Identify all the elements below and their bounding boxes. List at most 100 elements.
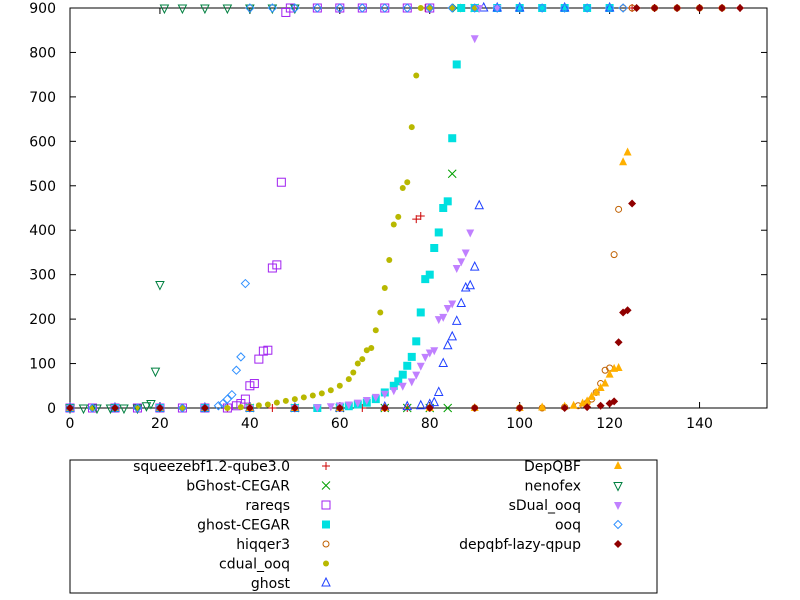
- data-point: [456, 297, 467, 308]
- data-point: [240, 394, 250, 404]
- data-point: [442, 339, 453, 350]
- series-3: [66, 4, 614, 412]
- data-point: [66, 404, 74, 412]
- data-point: [605, 369, 614, 378]
- data-point: [417, 5, 424, 11]
- data-point: [614, 338, 623, 347]
- data-point: [583, 396, 592, 405]
- data-points: [65, 1, 745, 415]
- y-tick-label: 200: [29, 312, 56, 328]
- data-point: [110, 404, 119, 412]
- legend-marker: [614, 461, 622, 469]
- data-point: [438, 357, 449, 368]
- data-point: [402, 400, 413, 411]
- data-point: [425, 404, 434, 412]
- data-point: [291, 396, 298, 403]
- data-point: [264, 401, 271, 408]
- data-point: [416, 212, 425, 220]
- data-point: [404, 179, 411, 186]
- y-tick-label: 900: [29, 1, 56, 17]
- data-point: [386, 257, 393, 263]
- data-point: [415, 399, 426, 410]
- data-point: [610, 397, 619, 406]
- data-point: [312, 3, 323, 13]
- data-point: [416, 362, 425, 371]
- data-point: [492, 3, 502, 13]
- data-point: [381, 285, 388, 291]
- data-point: [736, 4, 745, 12]
- legend-marker: [614, 540, 622, 548]
- data-point: [416, 308, 425, 317]
- data-point: [596, 383, 605, 391]
- data-point: [282, 397, 289, 404]
- data-point: [389, 387, 398, 396]
- x-tick-label: 120: [596, 416, 623, 432]
- data-point: [227, 389, 237, 400]
- data-point: [336, 382, 343, 389]
- data-point: [592, 387, 601, 396]
- data-point: [357, 3, 367, 13]
- data-point: [285, 3, 295, 13]
- y-tick-label: 300: [29, 268, 56, 284]
- legend-label: DepQBF: [524, 459, 581, 475]
- series-4: [66, 4, 726, 412]
- y-tick-label: 500: [29, 179, 56, 195]
- data-point: [466, 229, 475, 238]
- x-tick-label: 100: [506, 416, 533, 432]
- data-point: [623, 147, 632, 156]
- data-point: [200, 404, 209, 412]
- data-point: [359, 356, 366, 363]
- data-point: [354, 360, 361, 367]
- data-point: [673, 4, 682, 12]
- y-tick-label: 400: [29, 223, 56, 239]
- data-point: [213, 401, 224, 411]
- data-point: [345, 376, 352, 383]
- data-point: [614, 363, 623, 371]
- axis-ticks: 0 20 40 60 80 100 120 140 0 100 200 300 400 500 600 700…: [29, 1, 767, 432]
- data-point: [412, 371, 421, 380]
- data-point: [430, 347, 439, 356]
- x-tick-label: 60: [331, 416, 349, 432]
- data-point: [413, 72, 420, 79]
- data-point: [218, 398, 228, 409]
- data-point: [448, 300, 457, 309]
- data-point: [628, 199, 637, 208]
- legend-marker: [321, 576, 331, 587]
- data-point: [515, 404, 524, 412]
- data-point: [604, 3, 615, 13]
- data-point: [448, 134, 457, 143]
- data-point: [426, 5, 433, 11]
- data-point: [237, 404, 244, 411]
- data-point: [231, 365, 242, 375]
- data-point: [290, 404, 299, 412]
- legend-marker: [321, 481, 331, 490]
- data-point: [559, 1, 570, 12]
- series-2: [65, 3, 435, 413]
- series-9: [66, 5, 502, 413]
- x-tick-label: 80: [421, 416, 439, 432]
- series-10: [65, 3, 628, 413]
- data-point: [141, 402, 152, 412]
- data-point: [421, 275, 430, 284]
- data-point: [583, 4, 592, 12]
- data-point: [560, 404, 569, 412]
- series-11: [66, 4, 745, 412]
- data-point: [389, 381, 398, 390]
- data-point: [583, 403, 592, 412]
- data-point: [240, 278, 251, 289]
- y-tick-label: 800: [29, 45, 56, 61]
- x-tick-label: 0: [66, 416, 75, 432]
- data-point: [394, 377, 403, 386]
- data-point: [245, 3, 255, 13]
- legend-label: rareqs: [245, 498, 290, 514]
- data-point: [452, 60, 461, 69]
- data-point: [362, 397, 371, 405]
- legend-label: ooq: [555, 518, 581, 534]
- data-point: [254, 354, 264, 364]
- data-point: [434, 228, 443, 237]
- data-point: [425, 270, 434, 279]
- data-point: [368, 345, 375, 351]
- plot-frame: [69, 7, 768, 409]
- data-point: [449, 5, 456, 11]
- data-point: [439, 313, 448, 322]
